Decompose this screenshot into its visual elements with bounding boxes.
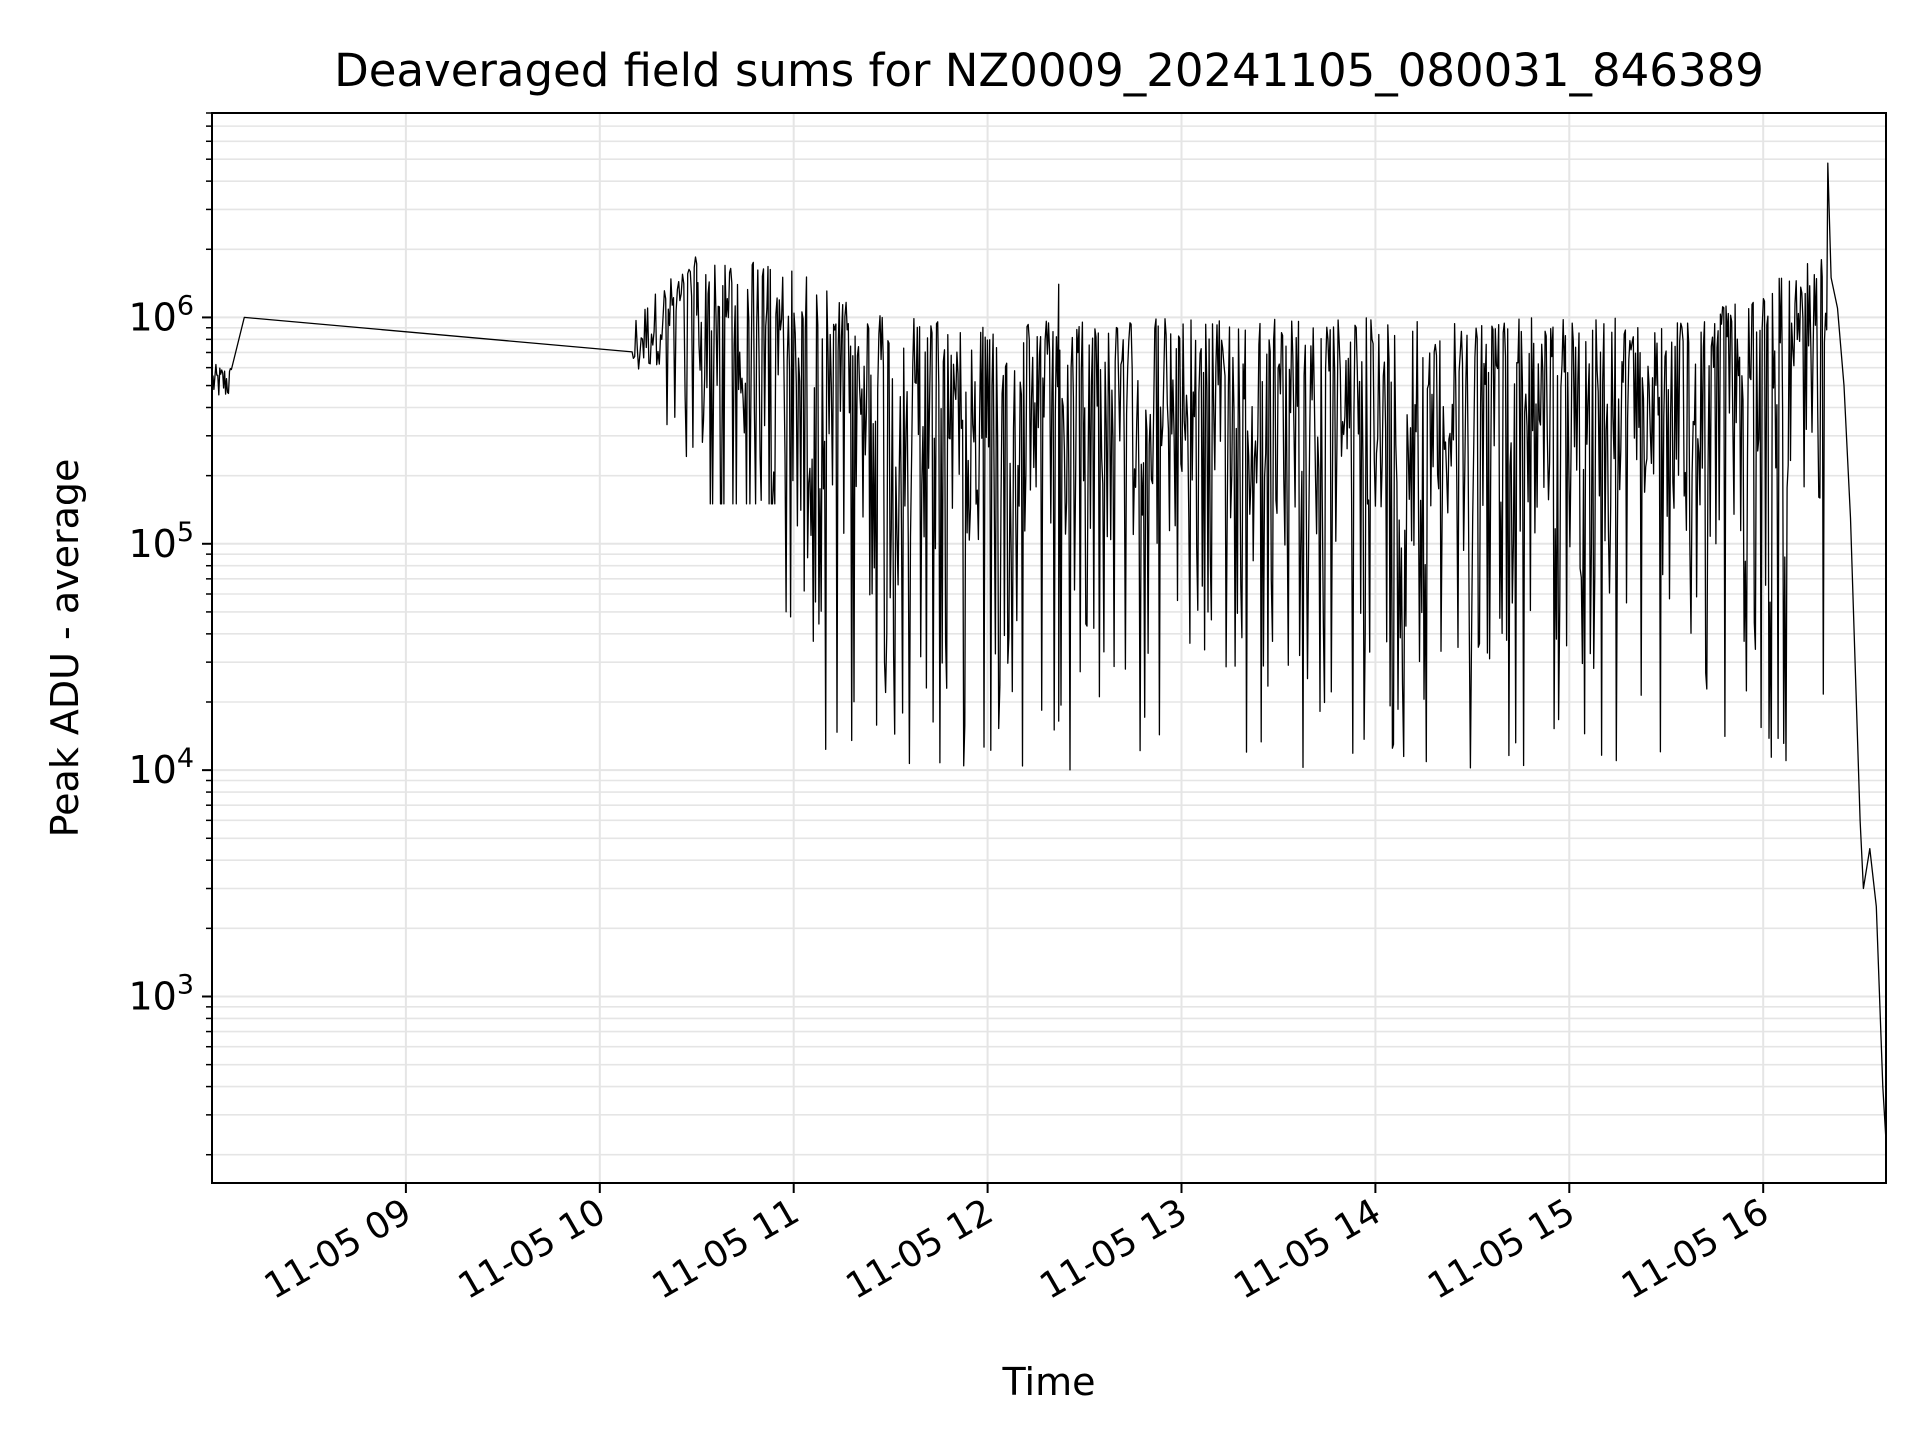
y-axis: 103 104 105 106 (128, 112, 212, 1156)
x-axis-label: Time (1002, 1360, 1096, 1404)
y-tick-label: 105 (128, 517, 194, 566)
y-tick-label: 104 (128, 743, 194, 792)
grid-lines (212, 112, 1886, 1183)
y-tick-label: 103 (128, 970, 194, 1019)
y-tick-label: 106 (128, 290, 194, 339)
plot-frame (211, 112, 1887, 1184)
chart-title: Deaveraged field sums for NZ0009_2024110… (334, 44, 1764, 97)
series-line (211, 162, 1887, 1142)
y-axis-label: Peak ADU - average (43, 459, 87, 838)
